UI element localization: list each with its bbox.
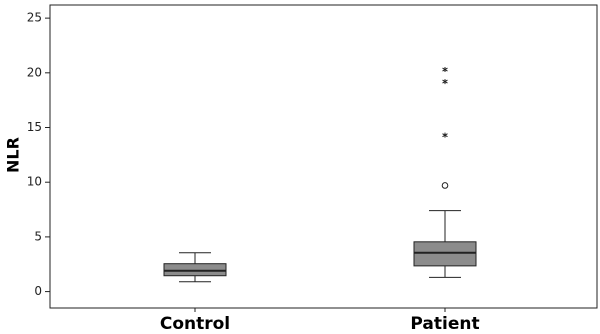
y-tick-label: 20 <box>27 65 42 79</box>
extreme <box>442 79 448 85</box>
box <box>163 263 227 277</box>
x-tick-label: Control <box>160 314 230 334</box>
x-tick-label: Patient <box>410 314 479 334</box>
extreme <box>442 132 448 138</box>
y-tick-label: 15 <box>27 120 42 134</box>
y-tick-label: 25 <box>27 11 42 25</box>
y-tick-label: 5 <box>34 229 42 243</box>
outlier <box>441 182 449 189</box>
y-axis-label: NLR <box>4 137 23 173</box>
extreme <box>442 67 448 73</box>
plot-frame <box>49 4 598 309</box>
y-tick-label: 0 <box>34 284 42 298</box>
y-tick-label: 10 <box>27 175 42 189</box>
box <box>413 241 477 267</box>
